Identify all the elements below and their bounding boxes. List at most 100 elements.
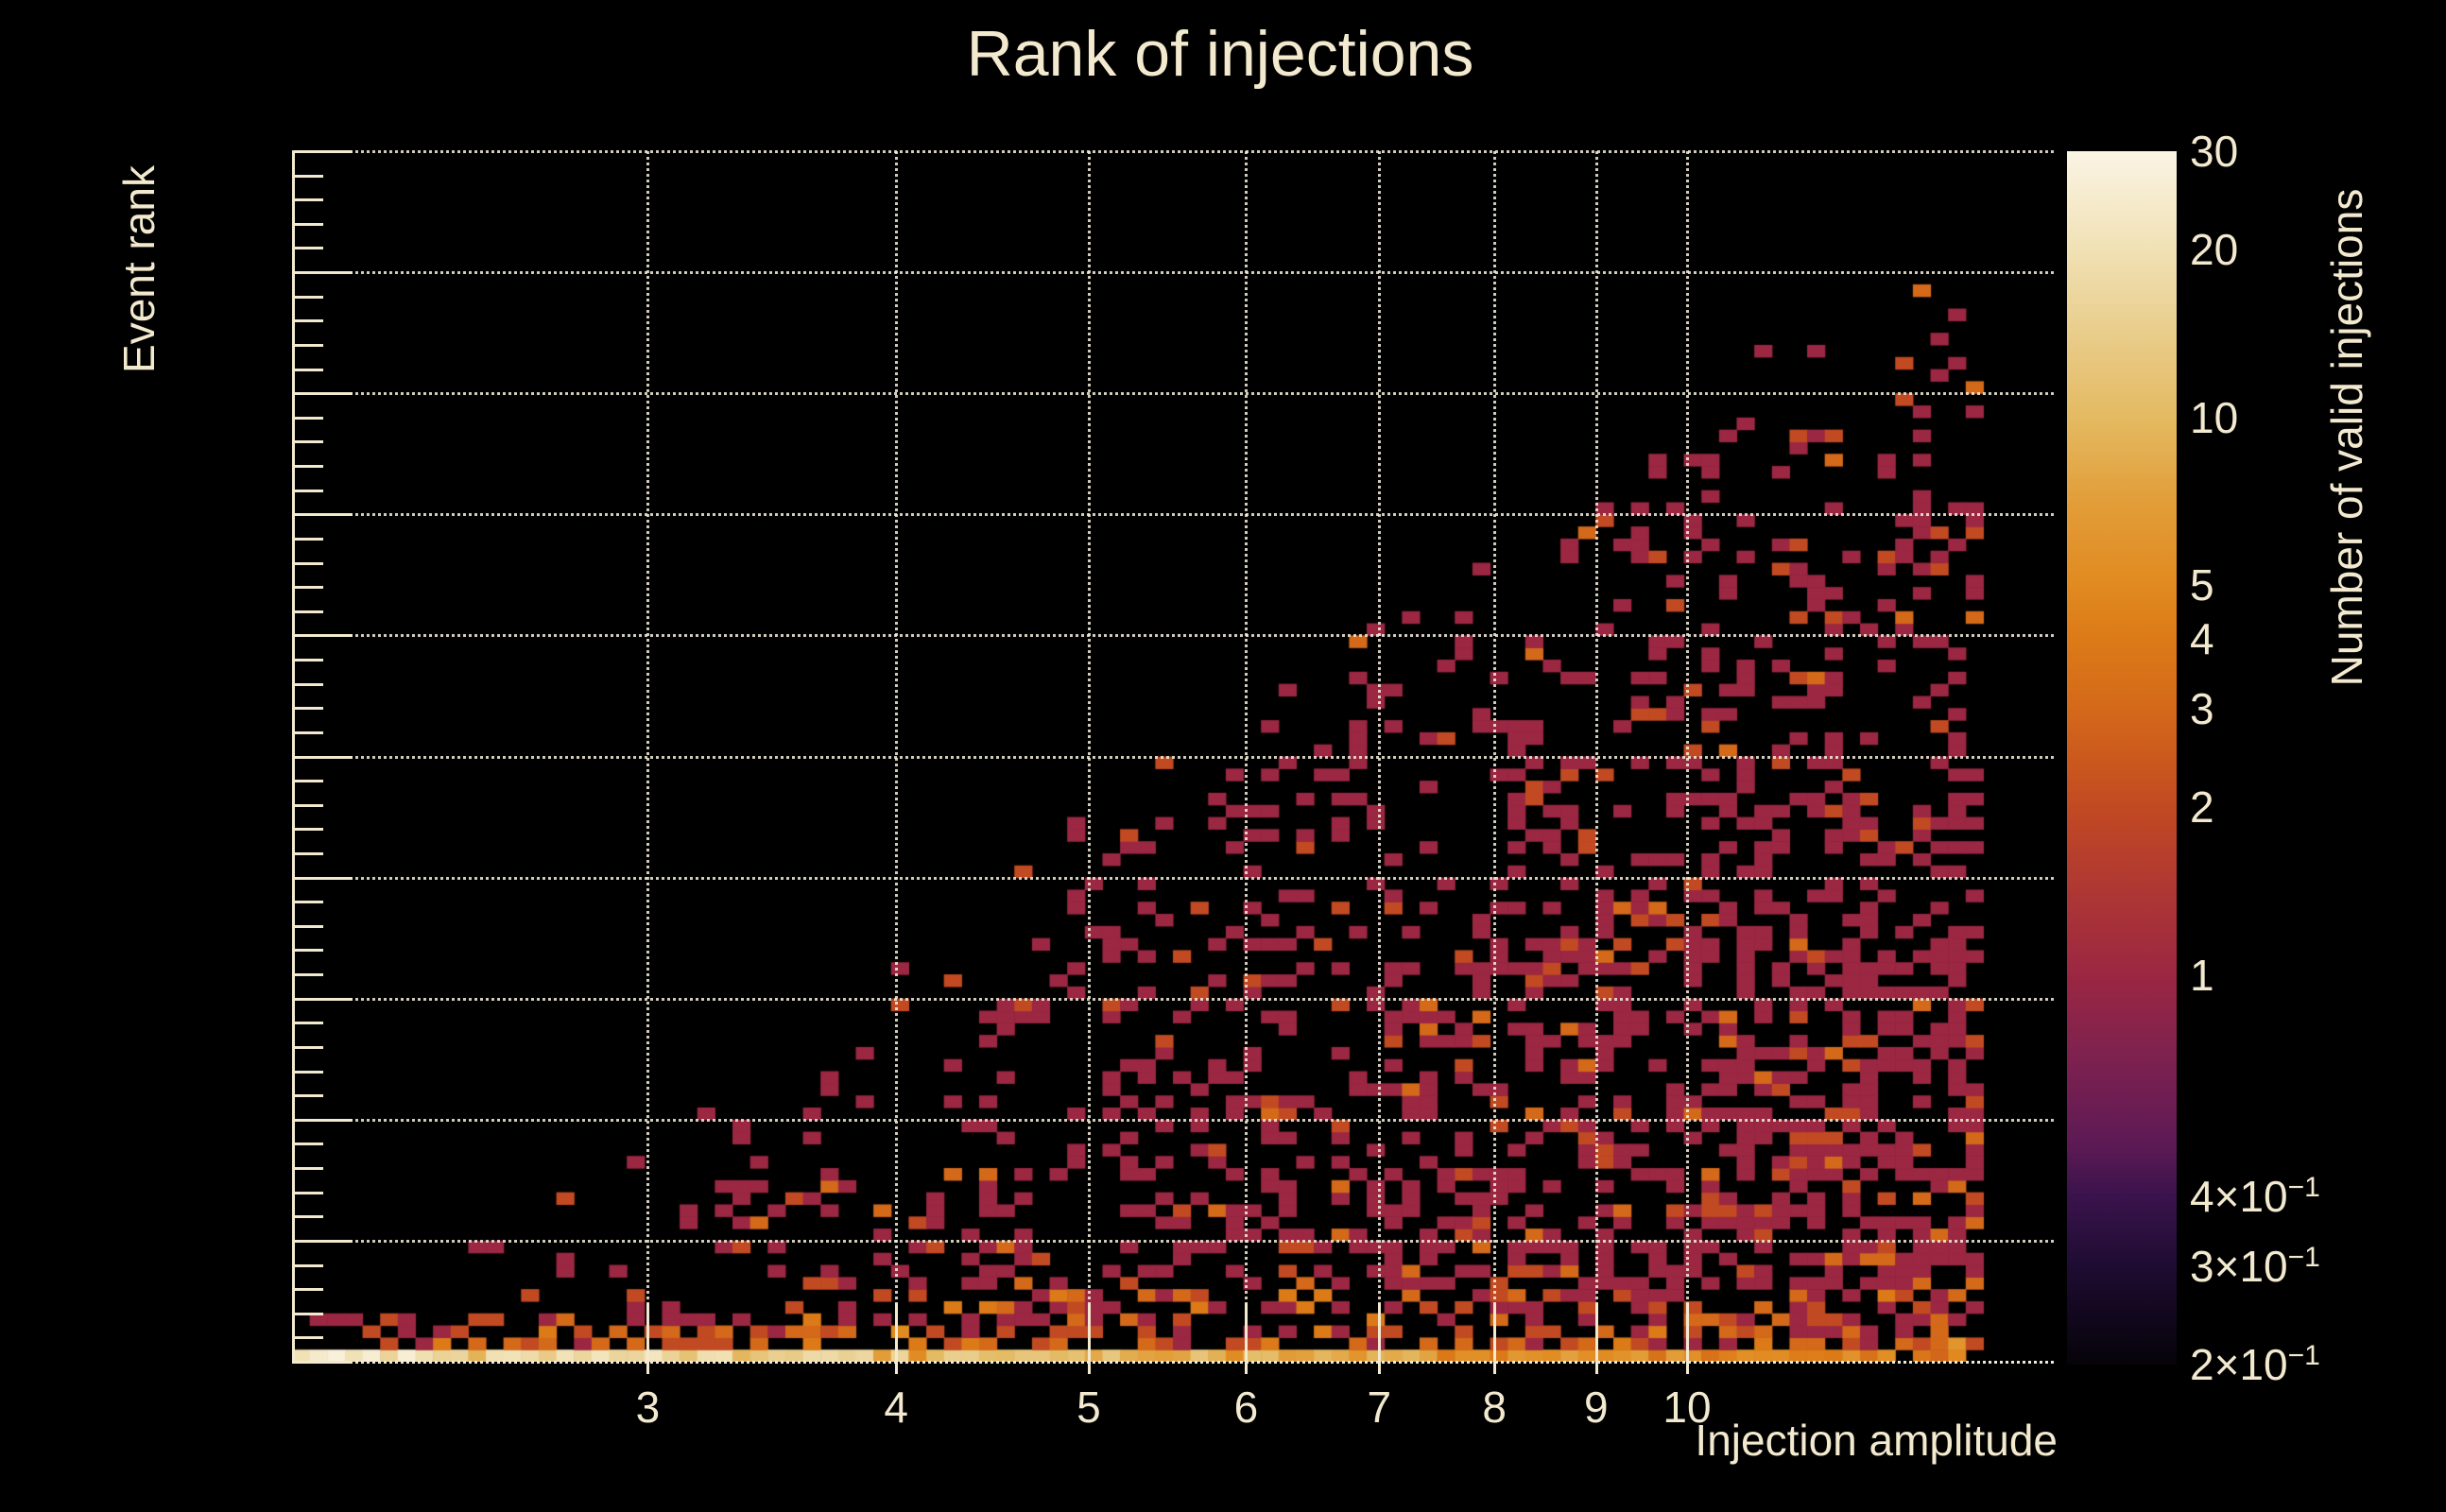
y-minor-tick <box>294 1336 323 1340</box>
y-minor-tick <box>294 465 323 469</box>
y-major-tick <box>294 876 353 880</box>
x-major-tick <box>1686 1303 1689 1362</box>
y-minor-tick <box>294 416 323 420</box>
colorbar-tick-label: 30 <box>2190 127 2239 176</box>
colorbar-gradient <box>2067 151 2177 1365</box>
x-major-tick <box>646 1303 650 1362</box>
y-major-tick <box>294 634 353 638</box>
colorbar-tick-label: 10 <box>2190 392 2239 442</box>
y-minor-tick <box>294 803 323 807</box>
x-major-tick <box>895 1303 899 1362</box>
colorbar-tick-label: 4 <box>2190 614 2214 664</box>
y-minor-tick <box>294 319 323 323</box>
y-minor-tick <box>294 343 323 347</box>
chart-title: Rank of injections <box>966 18 1474 90</box>
y-minor-tick <box>294 659 323 662</box>
y-minor-tick <box>294 851 323 855</box>
x-gridline <box>1493 151 1497 1362</box>
x-tick-label: 5 <box>1077 1383 1101 1432</box>
x-major-tick-outer <box>1686 1362 1689 1374</box>
y-minor-tick <box>294 901 323 904</box>
y-gridline <box>292 1239 2054 1243</box>
y-minor-tick <box>294 1191 323 1194</box>
x-gridline <box>895 151 899 1362</box>
x-tick-label: 7 <box>1367 1383 1392 1432</box>
y-minor-tick <box>294 537 323 541</box>
y-major-tick <box>294 1361 353 1364</box>
x-major-tick-outer <box>646 1362 650 1374</box>
y-minor-tick <box>294 1094 323 1098</box>
y-gridline <box>292 271 2054 275</box>
exponent-superscript: −1 <box>2287 1340 2320 1371</box>
colorbar-tick-label: 3×10−1 <box>2190 1242 2320 1292</box>
y-minor-tick <box>294 368 323 371</box>
y-major-tick <box>294 1118 353 1122</box>
y-minor-tick <box>294 973 323 977</box>
x-major-tick <box>1087 1303 1091 1362</box>
y-minor-tick <box>294 780 323 783</box>
y-minor-tick <box>294 247 323 250</box>
y-minor-tick <box>294 489 323 492</box>
x-major-tick <box>1594 1303 1598 1362</box>
y-minor-tick <box>294 949 323 953</box>
x-tick-label: 6 <box>1233 1383 1259 1432</box>
x-major-tick-outer <box>1378 1362 1382 1374</box>
x-major-tick <box>1493 1303 1497 1362</box>
x-tick-label: 10 <box>1662 1383 1712 1432</box>
y-major-tick <box>294 755 353 759</box>
y-minor-tick <box>294 222 323 226</box>
plot-frame <box>292 151 2057 1362</box>
y-gridline <box>292 513 2054 517</box>
x-gridline <box>1378 151 1382 1362</box>
y-major-tick <box>294 513 353 517</box>
x-major-tick <box>1245 1303 1249 1362</box>
y-minor-tick <box>294 174 323 178</box>
x-tick-label: 9 <box>1583 1383 1609 1432</box>
colorbar-tick-label: 2×10−1 <box>2190 1340 2320 1389</box>
colorbar-tick-label: 5 <box>2190 560 2214 610</box>
colorbar-tick-label: 4×10−1 <box>2190 1172 2320 1222</box>
x-major-tick-outer <box>1493 1362 1497 1374</box>
x-tick-label: 8 <box>1482 1383 1507 1432</box>
y-minor-tick <box>294 828 323 832</box>
y-gridline <box>292 997 2054 1001</box>
y-major-tick <box>294 1239 353 1243</box>
y-minor-tick <box>294 1045 323 1049</box>
y-minor-tick <box>294 198 323 202</box>
y-minor-tick <box>294 561 323 565</box>
x-tick-label: 4 <box>884 1383 908 1432</box>
x-gridline <box>1087 151 1091 1362</box>
colorbar-title: Number of valid injections <box>2322 188 2371 687</box>
y-gridline <box>292 392 2054 396</box>
y-minor-tick <box>294 730 323 734</box>
y-gridline <box>292 1118 2054 1122</box>
colorbar-tick-label: 1 <box>2190 950 2214 1000</box>
y-minor-tick <box>294 586 323 590</box>
x-major-tick-outer <box>1245 1362 1249 1374</box>
x-axis-title: Injection amplitude <box>1695 1416 2058 1465</box>
x-major-tick-outer <box>1087 1362 1091 1374</box>
y-minor-tick <box>294 924 323 928</box>
y-minor-tick <box>294 610 323 613</box>
y-minor-tick <box>294 1215 323 1219</box>
y-major-tick <box>294 271 353 275</box>
colorbar-tick-label: 20 <box>2190 224 2239 274</box>
x-major-tick-outer <box>1594 1362 1598 1374</box>
y-minor-tick <box>294 295 323 299</box>
y-minor-tick <box>294 1167 323 1171</box>
y-major-tick <box>294 997 353 1001</box>
colorbar-tick-label: 3 <box>2190 684 2214 734</box>
x-gridline <box>1245 151 1249 1362</box>
y-minor-tick <box>294 1070 323 1074</box>
exponent-superscript: −1 <box>2287 1172 2320 1204</box>
x-axis-line <box>292 1361 2054 1364</box>
y-axis-title: Event rank <box>114 165 164 373</box>
y-gridline <box>292 755 2054 759</box>
x-tick-label: 3 <box>635 1383 661 1432</box>
y-major-tick <box>294 392 353 396</box>
y-minor-tick <box>294 1263 323 1267</box>
y-minor-tick <box>294 682 323 686</box>
y-minor-tick <box>294 1143 323 1146</box>
exponent-superscript: −1 <box>2287 1242 2320 1274</box>
